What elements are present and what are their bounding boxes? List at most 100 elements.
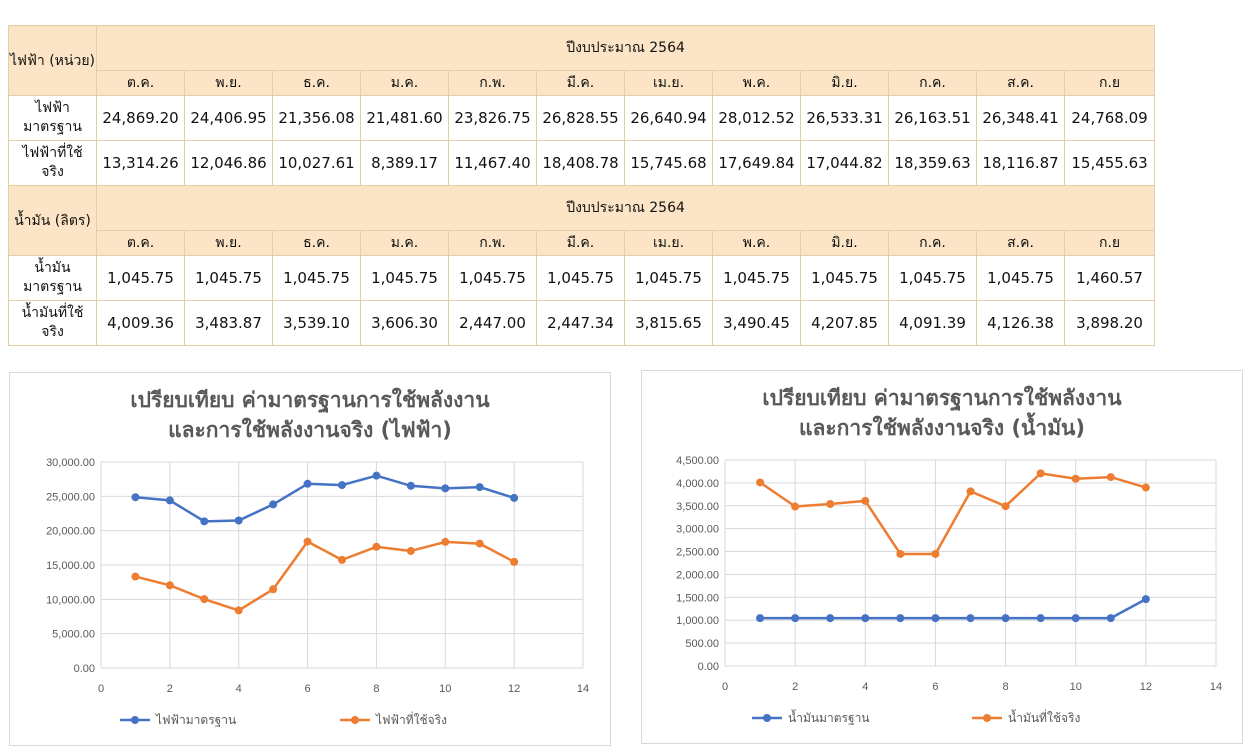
legend-label: น้ำมันมาตรฐาน bbox=[788, 709, 870, 725]
oil-chart: เปรียบเทียบ ค่ามาตรฐานการใช้พลังงาน และกา… bbox=[641, 370, 1243, 744]
legend-marker bbox=[983, 714, 991, 722]
table-cell: 1,045.75 bbox=[536, 255, 625, 301]
electricity-chart: เปรียบเทียบ ค่ามาตรฐานการใช้พลังงาน และกา… bbox=[9, 372, 611, 746]
y-tick-label: 0.00 bbox=[74, 663, 95, 675]
oil-unit-label: น้ำมัน (ลิตร) bbox=[8, 185, 97, 256]
table-cell: 24,768.09 bbox=[1063, 95, 1156, 141]
month-header: ส.ค. bbox=[976, 70, 1065, 96]
data-point bbox=[165, 496, 174, 505]
table-cell: 3,490.45 bbox=[712, 300, 801, 346]
month-header: ก.ย bbox=[1063, 70, 1156, 96]
series-line bbox=[135, 474, 515, 523]
data-point bbox=[406, 546, 415, 555]
data-point bbox=[966, 487, 975, 496]
x-tick-label: 4 bbox=[236, 683, 242, 695]
data-point bbox=[234, 606, 243, 615]
data-point bbox=[406, 481, 415, 490]
month-header: มิ.ย. bbox=[800, 230, 889, 256]
y-tick-label: 2,500.00 bbox=[676, 547, 719, 559]
month-header: ก.พ. bbox=[448, 230, 537, 256]
table-cell: 1,045.75 bbox=[96, 255, 185, 301]
data-point bbox=[966, 614, 975, 623]
data-point bbox=[200, 517, 209, 526]
data-point bbox=[1036, 469, 1045, 478]
y-tick-label: 4,000.00 bbox=[676, 478, 719, 490]
table-cell: 15,745.68 bbox=[624, 140, 713, 186]
data-point bbox=[269, 500, 278, 509]
legend-label: ไฟฟ้ามาตรฐาน bbox=[155, 713, 236, 727]
x-tick-label: 8 bbox=[373, 683, 379, 695]
legend-label: ไฟฟ้าที่ใช้จริง bbox=[375, 711, 447, 727]
x-tick-label: 8 bbox=[1003, 681, 1009, 693]
month-header: ต.ค. bbox=[96, 230, 185, 256]
oil-month-row: ต.ค. พ.ย. ธ.ค. ม.ค. ก.พ. มี.ค. เม.ย. พ.ค… bbox=[9, 230, 1156, 256]
month-header: ก.ย bbox=[1063, 230, 1156, 256]
table-cell: 10,027.61 bbox=[272, 140, 361, 186]
table-cell: 26,348.41 bbox=[976, 95, 1065, 141]
y-tick-label: 3,500.00 bbox=[676, 501, 719, 513]
y-tick-label: 5,000.00 bbox=[52, 629, 95, 641]
month-header: ธ.ค. bbox=[272, 230, 361, 256]
legend-marker bbox=[351, 716, 359, 724]
table-cell: 8,389.17 bbox=[360, 140, 449, 186]
month-header: เม.ย. bbox=[624, 70, 713, 96]
energy-table: ไฟฟ้า (หน่วย) ปีงบประมาณ 2564 ต.ค. พ.ย. … bbox=[8, 25, 1156, 346]
table-cell: 3,815.65 bbox=[624, 300, 713, 346]
month-header: มิ.ย. bbox=[800, 70, 889, 96]
table-cell: 24,869.20 bbox=[96, 95, 185, 141]
table-cell: 3,539.10 bbox=[272, 300, 361, 346]
data-point bbox=[1071, 614, 1080, 623]
oil-year-label: ปีงบประมาณ 2564 bbox=[95, 185, 1156, 231]
y-tick-label: 0.00 bbox=[698, 661, 719, 673]
month-header: พ.ค. bbox=[712, 70, 801, 96]
data-point bbox=[234, 516, 243, 525]
table-cell: 28,012.52 bbox=[712, 95, 801, 141]
month-header: ก.พ. bbox=[448, 70, 537, 96]
table-cell: 3,606.30 bbox=[360, 300, 449, 346]
row-label: ไฟฟ้า มาตรฐาน bbox=[8, 95, 97, 141]
y-tick-label: 3,000.00 bbox=[676, 524, 719, 536]
chart-title-line: และการใช้พลังงานจริง (น้ำมัน) bbox=[799, 412, 1085, 440]
data-point bbox=[756, 478, 765, 487]
x-tick-label: 12 bbox=[508, 683, 520, 695]
y-tick-label: 4,500.00 bbox=[676, 455, 719, 467]
table-cell: 21,481.60 bbox=[360, 95, 449, 141]
table-row: ไฟฟ้า มาตรฐาน 24,869.20 24,406.95 21,356… bbox=[8, 95, 1156, 141]
electricity-month-row: ต.ค. พ.ย. ธ.ค. ม.ค. ก.พ. มี.ค. เม.ย. พ.ค… bbox=[9, 70, 1156, 96]
y-tick-label: 20,000.00 bbox=[46, 526, 95, 538]
y-tick-label: 1,000.00 bbox=[676, 615, 719, 627]
x-tick-label: 10 bbox=[1070, 681, 1082, 693]
legend-marker bbox=[131, 716, 139, 724]
data-point bbox=[1141, 483, 1150, 492]
data-point bbox=[1141, 595, 1150, 604]
month-header: ส.ค. bbox=[976, 230, 1065, 256]
month-header: ม.ค. bbox=[360, 230, 449, 256]
table-cell: 4,091.39 bbox=[888, 300, 977, 346]
chart-title-line: และการใช้พลังงานจริง (ไฟฟ้า) bbox=[168, 417, 452, 442]
month-header: ก.ค. bbox=[888, 70, 977, 96]
data-point bbox=[791, 502, 800, 511]
table-row: น้ำมัน มาตรฐาน 1,045.75 1,045.75 1,045.7… bbox=[8, 255, 1156, 301]
month-header: มี.ค. bbox=[536, 230, 625, 256]
y-tick-label: 500.00 bbox=[685, 638, 719, 650]
table-cell: 3,483.87 bbox=[184, 300, 273, 346]
table-cell: 23,826.75 bbox=[448, 95, 537, 141]
legend-label: น้ำมันที่ใช้จริง bbox=[1008, 709, 1080, 725]
legend-marker bbox=[763, 714, 771, 722]
data-point bbox=[756, 614, 765, 623]
y-tick-label: 30,000.00 bbox=[46, 457, 95, 469]
data-point bbox=[1071, 474, 1080, 483]
data-point bbox=[1036, 614, 1045, 623]
data-point bbox=[1001, 614, 1010, 623]
table-cell: 2,447.34 bbox=[536, 300, 625, 346]
data-point bbox=[1001, 502, 1010, 511]
data-point bbox=[1106, 614, 1115, 623]
data-point bbox=[131, 572, 140, 581]
row-label: ไฟฟ้าที่ใช้ จริง bbox=[8, 140, 97, 186]
y-tick-label: 25,000.00 bbox=[46, 491, 95, 503]
table-cell: 1,460.57 bbox=[1063, 255, 1156, 301]
month-header: เม.ย. bbox=[624, 230, 713, 256]
data-point bbox=[931, 614, 940, 623]
x-tick-label: 12 bbox=[1140, 681, 1152, 693]
y-tick-label: 10,000.00 bbox=[46, 594, 95, 606]
